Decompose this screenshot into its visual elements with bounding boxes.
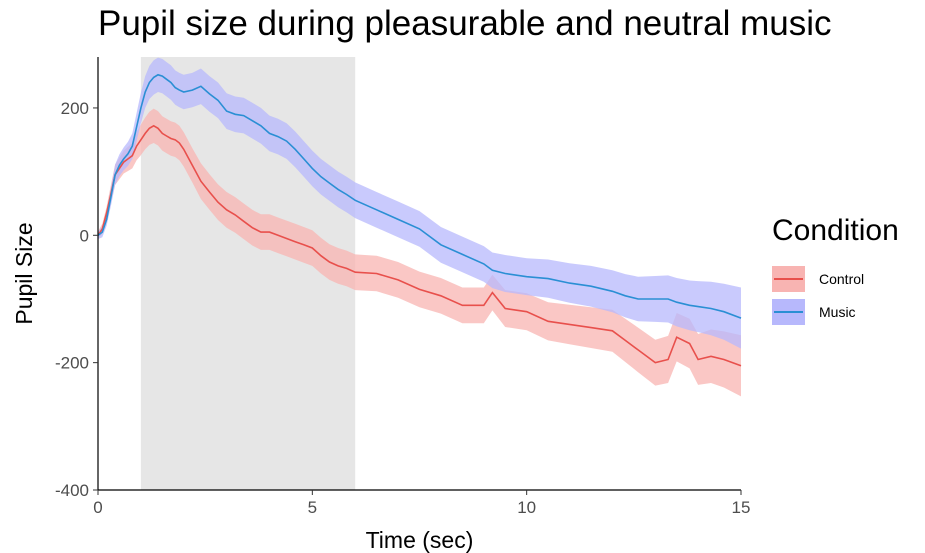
legend-item-control: Control [772, 262, 899, 295]
line-control [97, 124, 742, 367]
legend-key-control [772, 265, 805, 292]
x-tick-label: 5 [308, 498, 317, 517]
y-axis-label: Pupil Size [11, 222, 37, 324]
y-tick-label: -400 [55, 481, 89, 500]
x-tick-label: 10 [517, 498, 536, 517]
legend-label-music: Music [819, 303, 856, 320]
ribbon-music [98, 57, 741, 349]
ribbon-control [98, 108, 741, 397]
legend: Condition Control Music [772, 214, 899, 328]
legend-item-music: Music [772, 295, 899, 328]
x-tick-label: 15 [732, 498, 751, 517]
legend-title: Condition [772, 214, 899, 247]
chart-title: Pupil size during pleasurable and neutra… [98, 4, 832, 43]
x-axis-label: Time (sec) [366, 527, 474, 553]
legend-label-control: Control [819, 270, 865, 287]
y-tick-label: 0 [80, 226, 89, 245]
y-tick-label: -200 [55, 354, 89, 373]
line-music [97, 73, 742, 319]
y-tick-label: 200 [61, 99, 89, 118]
x-tick-label: 0 [93, 498, 102, 517]
legend-key-music [772, 298, 805, 325]
